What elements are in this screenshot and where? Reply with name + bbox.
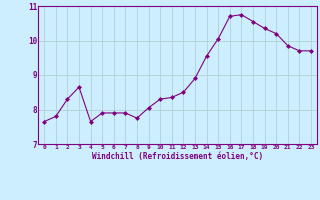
X-axis label: Windchill (Refroidissement éolien,°C): Windchill (Refroidissement éolien,°C) xyxy=(92,152,263,161)
